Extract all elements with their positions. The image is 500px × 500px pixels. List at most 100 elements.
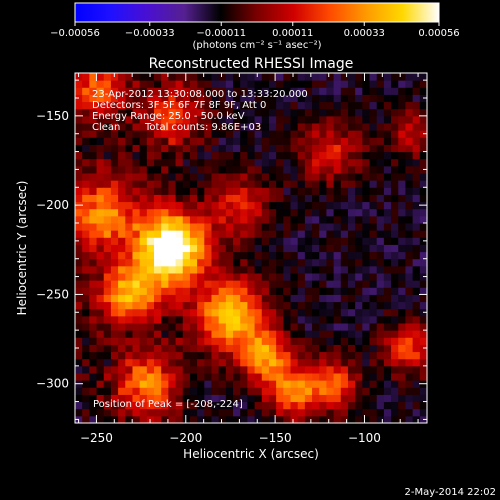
heatmap-cell xyxy=(225,401,234,410)
heatmap-cell xyxy=(110,158,119,167)
heatmap-cell xyxy=(355,230,363,238)
heatmap-cell xyxy=(132,73,141,81)
heatmap-cell xyxy=(304,144,313,153)
heatmap-cell xyxy=(118,401,126,410)
heatmap-image xyxy=(75,73,427,423)
heatmap-cell xyxy=(146,230,155,238)
heatmap-cell xyxy=(189,258,198,267)
heatmap-cell xyxy=(182,351,191,360)
heatmap-cell xyxy=(96,280,105,288)
heatmap-cell xyxy=(146,401,155,410)
heatmap-cell xyxy=(369,208,378,217)
heatmap-cell xyxy=(268,201,277,210)
heatmap-cell xyxy=(376,180,385,188)
heatmap-cell xyxy=(197,208,205,217)
heatmap-cell xyxy=(211,144,220,153)
heatmap-cell xyxy=(240,223,248,231)
heatmap-cell xyxy=(261,208,270,217)
heatmap-cell xyxy=(89,237,98,245)
heatmap-cell xyxy=(261,301,270,310)
heatmap-cell xyxy=(268,330,277,338)
heatmap-cell xyxy=(355,223,363,231)
heatmap-cell xyxy=(132,123,141,131)
heatmap-cell xyxy=(189,280,198,288)
heatmap-cell xyxy=(139,258,148,267)
heatmap-cell xyxy=(369,123,378,131)
heatmap-cell xyxy=(362,151,371,160)
heatmap-cell xyxy=(225,130,234,138)
heatmap-cell xyxy=(204,415,212,423)
heatmap-cell xyxy=(319,123,327,131)
heatmap-cell xyxy=(276,73,284,81)
heatmap-cell xyxy=(189,230,198,238)
heatmap-cell xyxy=(218,158,227,167)
heatmap-cell xyxy=(290,173,299,181)
heatmap-cell xyxy=(204,230,212,238)
heatmap-cell xyxy=(247,194,256,203)
heatmap-cell xyxy=(355,194,363,203)
heatmap-cell xyxy=(362,280,371,288)
heatmap-cell xyxy=(211,308,220,317)
heatmap-cell xyxy=(376,165,385,174)
heatmap-cell xyxy=(75,408,83,417)
heatmap-cell xyxy=(146,130,155,138)
heatmap-cell xyxy=(391,394,399,403)
heatmap-cell xyxy=(319,244,327,253)
heatmap-cell xyxy=(254,123,263,131)
x-tick-label: −250 xyxy=(80,431,113,445)
heatmap-cell xyxy=(218,337,227,345)
heatmap-cell xyxy=(218,187,227,195)
heatmap-cell xyxy=(391,323,399,331)
heatmap-cell xyxy=(391,187,399,195)
colorbar xyxy=(74,2,440,23)
heatmap-cell xyxy=(319,108,327,117)
heatmap-cell xyxy=(419,351,427,360)
heatmap-cell xyxy=(283,294,292,303)
heatmap-cell xyxy=(168,137,177,145)
heatmap-cell xyxy=(333,380,342,388)
heatmap-cell xyxy=(211,115,220,124)
heatmap-cell xyxy=(247,101,256,110)
heatmap-cell xyxy=(312,137,320,145)
heatmap-cell xyxy=(347,108,356,117)
heatmap-cell xyxy=(204,130,212,138)
heatmap-cell xyxy=(225,94,234,103)
heatmap-cell xyxy=(168,194,177,203)
heatmap-cell xyxy=(383,151,392,160)
heatmap-cell xyxy=(304,115,313,124)
heatmap-cell xyxy=(197,365,205,374)
heatmap-cell xyxy=(233,101,241,110)
heatmap-cell xyxy=(82,123,90,131)
heatmap-cell xyxy=(391,380,399,388)
heatmap-cell xyxy=(304,151,313,160)
heatmap-cell xyxy=(254,115,263,124)
heatmap-cell xyxy=(290,408,299,417)
heatmap-cell xyxy=(103,294,112,303)
heatmap-cell xyxy=(347,287,356,295)
heatmap-cell xyxy=(175,115,184,124)
heatmap-cell xyxy=(290,130,299,138)
heatmap-cell xyxy=(110,230,119,238)
heatmap-cell xyxy=(189,344,198,353)
heatmap-cell xyxy=(132,415,141,423)
heatmap-cell xyxy=(333,273,342,281)
heatmap-cell xyxy=(261,158,270,167)
heatmap-cell xyxy=(225,123,234,131)
heatmap-cell xyxy=(369,287,378,295)
heatmap-cell xyxy=(268,115,277,124)
heatmap-cell xyxy=(233,180,241,188)
heatmap-cell xyxy=(218,365,227,374)
heatmap-cell xyxy=(304,230,313,238)
heatmap-cell xyxy=(247,230,256,238)
heatmap-cell xyxy=(276,194,284,203)
heatmap-cell xyxy=(161,387,169,395)
heatmap-cell xyxy=(398,330,406,338)
heatmap-cell xyxy=(75,87,83,95)
heatmap-cell xyxy=(118,173,126,181)
heatmap-cell xyxy=(326,223,335,231)
heatmap-cell xyxy=(240,165,248,174)
heatmap-cell xyxy=(261,101,270,110)
heatmap-cell xyxy=(276,108,284,117)
heatmap-cell xyxy=(240,230,248,238)
heatmap-cell xyxy=(362,344,371,353)
